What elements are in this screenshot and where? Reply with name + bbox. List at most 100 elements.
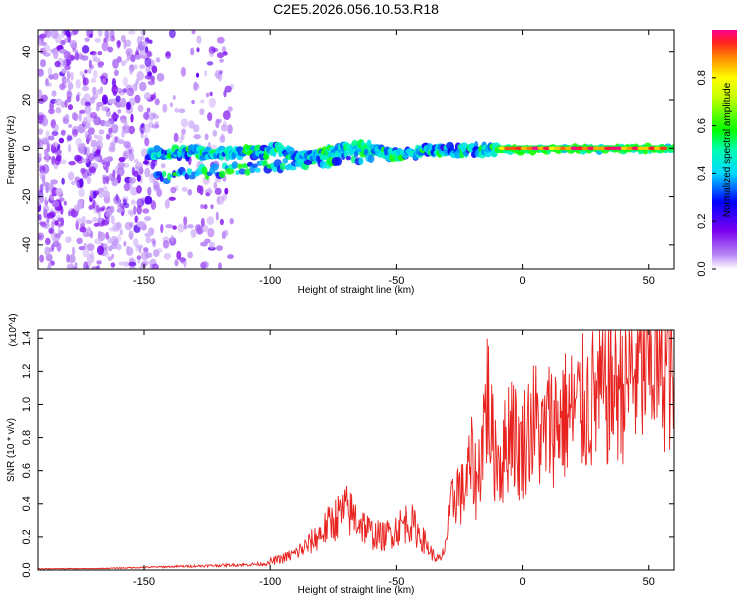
spectrogram-noise-blob <box>130 54 136 63</box>
spectrogram-noise-blob <box>156 72 165 82</box>
spectrogram-core-blob <box>526 146 535 151</box>
spectrogram-noise-blob <box>43 208 48 219</box>
spectrogram-noise-blob <box>40 222 48 228</box>
spectrogram-y-tick-label: 20 <box>21 94 33 106</box>
spectrogram-noise-blob <box>69 39 78 49</box>
spectrogram-noise-blob <box>103 120 112 127</box>
spectrogram-noise-blob <box>61 30 66 38</box>
spectrogram-noise-blob <box>118 261 125 266</box>
spectrogram-noise-blob <box>128 230 134 240</box>
spectrogram-noise-blob <box>50 30 59 39</box>
spectrogram-noise-blob <box>112 91 118 96</box>
spectrogram-noise-blob <box>190 47 195 56</box>
spectrogram-noise-blob <box>150 200 157 210</box>
spectrogram-noise-blob <box>137 259 141 264</box>
spectrogram-noise-blob <box>75 94 80 102</box>
spectrogram-noise-blob <box>38 152 42 158</box>
spectrogram-noise-blob <box>108 127 113 134</box>
spectrogram-noise-blob <box>67 210 72 217</box>
spectrogram-noise-blob <box>126 246 134 256</box>
spectrogram-signal-blob <box>279 162 286 171</box>
spectrogram-noise-blob <box>81 45 90 54</box>
spectrogram-noise-blob <box>48 108 55 115</box>
spectrogram-noise-blob <box>96 245 105 256</box>
spectrogram-core-blob <box>576 146 585 151</box>
spectrogram-noise-blob <box>62 59 67 68</box>
spectrogram-signal-blob <box>210 163 219 171</box>
spectrogram-noise-blob <box>122 76 128 87</box>
spectrogram-noise-blob <box>119 229 124 236</box>
spectrogram-noise-blob <box>129 66 133 76</box>
spectrogram-noise-blob <box>94 238 102 245</box>
spectrogram-noise-blob <box>192 124 200 133</box>
spectrogram-noise-blob <box>188 120 195 129</box>
spectrogram-noise-blob <box>64 114 70 120</box>
spectrogram-noise-blob <box>117 162 126 168</box>
spectrogram-noise-blob <box>128 266 136 269</box>
spectrogram-noise-blob <box>66 253 70 263</box>
spectrogram-noise-blob <box>123 182 131 192</box>
spectrogram-noise-blob <box>139 50 147 58</box>
spectrogram-noise-blob <box>150 229 155 234</box>
spectrogram-noise-blob <box>43 44 51 53</box>
spectrogram-noise-blob <box>66 90 73 99</box>
spectrogram-noise-blob <box>205 92 210 98</box>
spectrogram-noise-blob <box>139 81 147 92</box>
spectrogram-noise-blob <box>204 133 209 141</box>
spectrogram-x-tick-label: -50 <box>388 275 404 287</box>
spectrogram-noise-blob <box>105 176 110 185</box>
spectrogram-noise-blob <box>64 37 72 43</box>
spectrogram-noise-blob <box>136 198 145 208</box>
spectrogram-noise-blob <box>133 205 137 215</box>
spectrogram-noise-blob <box>92 216 98 223</box>
spectrogram-noise-blob <box>71 180 76 186</box>
spectrogram-noise-blob <box>178 108 186 114</box>
spectrogram-noise-blob <box>93 69 98 79</box>
spectrogram-noise-blob <box>122 150 129 160</box>
spectrogram-noise-blob <box>145 236 152 244</box>
spectrogram-noise-blob <box>46 142 50 152</box>
spectrogram-noise-blob <box>88 59 92 68</box>
snr-x-ticks: -150 -100 -50 0 50 <box>133 330 655 588</box>
spectrogram-noise-blob <box>139 64 146 69</box>
spectrogram-noise-blob <box>96 260 102 265</box>
spectrogram-noise-blob <box>196 35 202 44</box>
spectrogram-y-tick-label: -20 <box>21 189 33 205</box>
snr-y-tick-label: 0.6 <box>21 463 33 478</box>
spectrogram-noise-blob <box>200 99 205 104</box>
spectrogram-noise-blob <box>180 132 185 141</box>
spectrogram-noise-blob <box>38 200 41 207</box>
spectrogram-core-blob <box>587 146 596 151</box>
spectrogram-core-blob <box>553 146 562 151</box>
spectrogram-noise-blob <box>174 259 179 267</box>
spectrogram-noise-blob <box>88 205 93 210</box>
spectrogram-noise-blob <box>74 52 80 61</box>
spectrogram-noise-blob <box>48 183 53 193</box>
spectrogram-noise-blob <box>105 231 109 240</box>
spectrogram-core-blob <box>509 146 518 151</box>
colorbar-tick-label: 0.4 <box>696 166 708 181</box>
chart-title: C2E5.2026.056.10.53.R18 <box>273 1 439 17</box>
spectrogram-noise-blob <box>108 98 116 104</box>
spectrogram-noise-blob <box>40 59 46 68</box>
spectrogram-noise-blob <box>144 252 153 259</box>
spectrogram-noise-blob <box>136 46 140 53</box>
spectrogram-noise-blob <box>86 176 92 185</box>
spectrogram-noise-blob <box>216 52 225 59</box>
spectrogram-noise-blob <box>122 88 127 93</box>
spectrogram-noise-blob <box>63 200 67 206</box>
spectrogram-x-tick-label: 0 <box>520 275 526 287</box>
spectrogram-noise-blob <box>128 261 137 267</box>
spectrogram-noise-blob <box>218 262 222 269</box>
spectrogram-signal-blob <box>244 168 251 176</box>
spectrogram-noise-blob <box>93 222 100 227</box>
spectrogram-noise-blob <box>117 201 123 211</box>
spectrogram-y-ticks: -40 -20 0 20 40 <box>21 46 674 253</box>
spectrogram-noise-blob <box>98 129 105 135</box>
spectrogram-noise-blob <box>151 238 156 244</box>
spectrogram-noise-blob <box>204 70 208 77</box>
spectrogram-noise-blob <box>71 30 77 36</box>
spectrogram-signal-blob <box>289 165 297 171</box>
snr-y-label: SNR (10 * v/v) <box>6 418 17 482</box>
spectrogram-noise-blob <box>162 240 170 249</box>
